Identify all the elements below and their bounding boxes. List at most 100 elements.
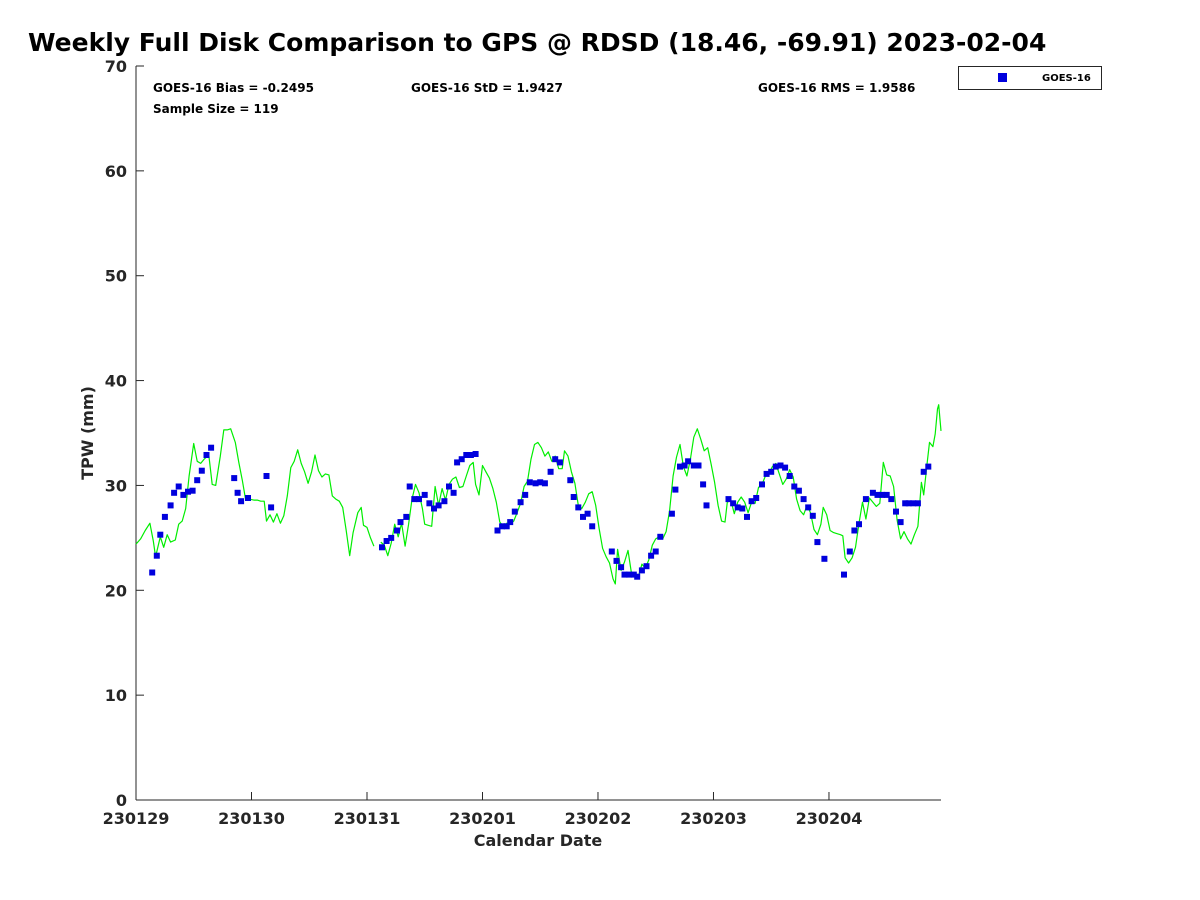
goes-16-point [185,488,191,495]
goes-16-point [626,571,633,578]
goes-16-point [613,557,620,564]
goes-16-point [234,489,241,496]
goes-16-point [648,552,655,559]
goes-16-point [388,534,395,541]
goes-16-point [584,510,591,517]
goes-16-point [552,456,559,463]
goes-16-point [383,538,390,544]
goes-16-point [618,564,625,571]
goes-16-point [567,477,574,484]
goes-16-point [768,468,775,475]
goes-16-point [703,502,710,509]
goes-16-point [905,500,912,507]
x-tick-label: 230202 [565,809,632,828]
goes-16-point [458,456,465,463]
goes-16-point [463,452,470,458]
legend-entry-goes-16: GOES-16 [1042,73,1091,84]
y-tick-label: 60 [105,162,127,181]
goes-16-point [657,533,664,540]
goes-16-point [537,479,544,486]
goes-16-point [621,571,628,578]
goes-16-point [268,504,275,511]
goes-16-point [379,544,385,551]
goes-16-point [203,452,210,458]
goes-16-point [856,521,862,528]
goes-16-point [406,483,413,490]
goes-16-point [153,552,160,559]
goes-16-point [575,504,582,511]
gps-series [135,404,942,585]
goes-16-point [198,467,205,474]
axes [135,65,941,801]
rms-stat: GOES-16 RMS = 1.9586 [758,81,915,95]
goes-16-point [879,491,886,498]
goes-16-point [435,502,442,509]
goes-16-point [690,462,697,469]
goes-16-point [672,486,679,493]
goes-16-point [630,571,637,578]
goes-16-point [748,498,755,505]
y-tick-label: 0 [116,791,127,810]
goes-16-point [814,539,821,546]
goes-16-point [893,508,899,515]
goes-16-point [739,505,746,512]
goes-16-series [149,444,932,580]
goes-16-point [759,481,765,488]
goes-16-point [862,496,869,503]
goes-16-point [522,491,529,498]
goes-16-point [643,563,650,570]
goes-16-point [511,508,518,515]
goes-16-point [791,483,798,490]
goes-16-point [681,462,688,469]
goes-16-point [208,444,215,451]
std-stat: GOES-16 StD = 1.9427 [411,81,563,95]
goes-16-point [157,531,164,538]
goes-16-point [394,527,400,534]
goes-16-point [426,500,433,507]
goes-16-point [580,513,586,520]
goes-16-point [668,510,675,517]
x-axis-label: Calendar Date [474,831,603,850]
goes-16-point [883,491,890,498]
goes-16-point [431,505,437,512]
chart-title: Weekly Full Disk Comparison to GPS @ RDS… [28,28,1047,57]
goes-16-point [695,462,702,469]
goes-16-point [503,523,510,530]
sample-size-stat: Sample Size = 119 [153,102,279,116]
bias-stat: GOES-16 Bias = -0.2495 [153,81,314,95]
goes-16-point [753,495,760,501]
y-tick-label: 30 [105,476,127,495]
legend: GOES-16 [958,66,1102,90]
goes-16-point [874,491,881,498]
y-tick-label: 50 [105,267,127,286]
goes-16-point [238,498,245,505]
x-tick-label: 230201 [449,809,516,828]
goes-16-point [700,481,707,488]
goes-16-point [777,462,784,469]
goes-16-point [786,473,793,479]
y-tick-label: 10 [105,686,127,705]
x-tick-label: 230131 [334,809,401,828]
goes-16-point [677,463,683,470]
goes-16-point [772,463,779,470]
gps-line-segment [380,404,942,585]
goes-16-point [589,523,596,530]
goes-16-point [263,473,270,479]
goes-16-point [744,513,750,520]
goes-16-point [910,500,917,507]
goes-16-point [634,573,641,580]
y-tick-label: 20 [105,581,127,600]
gps-line-segment [135,428,375,558]
x-tick-label: 230130 [218,809,285,828]
goes-16-point [730,500,737,507]
goes-16-point [541,480,548,487]
goes-16-point [441,498,448,505]
goes-16-point [416,496,422,503]
goes-16-point [446,483,452,490]
goes-16-point [851,527,858,534]
goes-16-point [685,458,692,465]
y-tick-label: 70 [105,57,127,76]
goes-16-point [403,513,410,520]
goes-16-point [517,499,524,506]
goes-16-point [734,504,741,511]
